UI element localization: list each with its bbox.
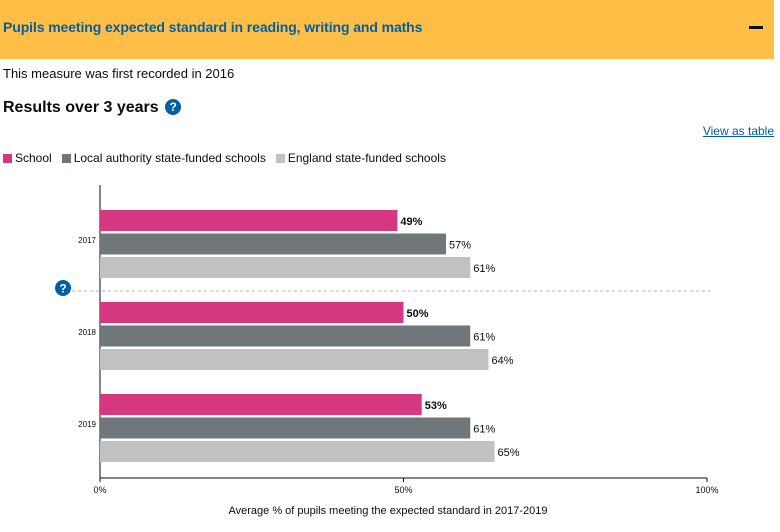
chart-legend: School Local authority state-funded scho… <box>3 151 446 165</box>
legend-label-england: England state-funded schools <box>287 151 446 165</box>
bar-2017-s1 <box>100 233 446 255</box>
bar-value-label: 50% <box>407 308 429 320</box>
first-recorded-text: This measure was first recorded in 2016 <box>3 66 235 81</box>
legend-item-england: England state-funded schools <box>275 151 446 165</box>
legend-label-local-authority: Local authority state-funded schools <box>73 151 266 165</box>
bar-2019-s1 <box>100 417 471 439</box>
bar-2017-s0 <box>100 210 398 231</box>
legend-item-local-authority: Local authority state-funded schools <box>61 151 266 165</box>
bar-value-label: 49% <box>400 216 422 228</box>
x-axis-label: Average % of pupils meeting the expected… <box>228 505 547 517</box>
bar-2019-s2 <box>100 441 495 462</box>
bar-value-label: 61% <box>473 332 495 344</box>
accordion-header[interactable]: Pupils meeting expected standard in read… <box>0 0 774 59</box>
x-tick-label: 100% <box>695 485 718 495</box>
bar-2018-s2 <box>100 349 489 370</box>
bar-value-label: 61% <box>473 263 495 275</box>
minus-icon[interactable] <box>740 14 768 42</box>
category-label-2019: 2019 <box>78 420 96 429</box>
bar-2018-s1 <box>100 325 471 347</box>
question-circle-icon[interactable]: ? <box>165 99 182 115</box>
bar-value-label: 53% <box>425 400 447 412</box>
bar-2017-s2 <box>100 257 471 278</box>
bar-2019-s0 <box>100 394 422 415</box>
bar-value-label: 57% <box>449 240 471 252</box>
x-tick-label: 50% <box>394 485 412 495</box>
question-circle-icon[interactable] <box>55 280 71 296</box>
bar-value-label: 64% <box>491 355 513 367</box>
category-label-2017: 2017 <box>78 236 96 245</box>
accordion-title[interactable]: Pupils meeting expected standard in read… <box>3 19 423 35</box>
legend-label-school: School <box>15 151 52 165</box>
legend-swatch-local-authority <box>61 153 71 163</box>
view-as-table-link[interactable]: View as table <box>702 124 774 138</box>
legend-item-school: School <box>3 151 52 165</box>
results-heading: Results over 3 years ? <box>3 99 182 117</box>
x-tick-label: 0% <box>93 485 106 495</box>
legend-swatch-england <box>275 153 285 163</box>
bar-value-label: 61% <box>473 424 495 436</box>
question-glyph[interactable]: ? <box>59 282 66 296</box>
bar-2018-s0 <box>100 302 404 323</box>
category-label-2018: 2018 <box>78 328 96 337</box>
legend-swatch-school <box>3 153 12 163</box>
results-heading-text: Results over 3 years <box>3 99 159 116</box>
bar-value-label: 65% <box>498 447 520 459</box>
